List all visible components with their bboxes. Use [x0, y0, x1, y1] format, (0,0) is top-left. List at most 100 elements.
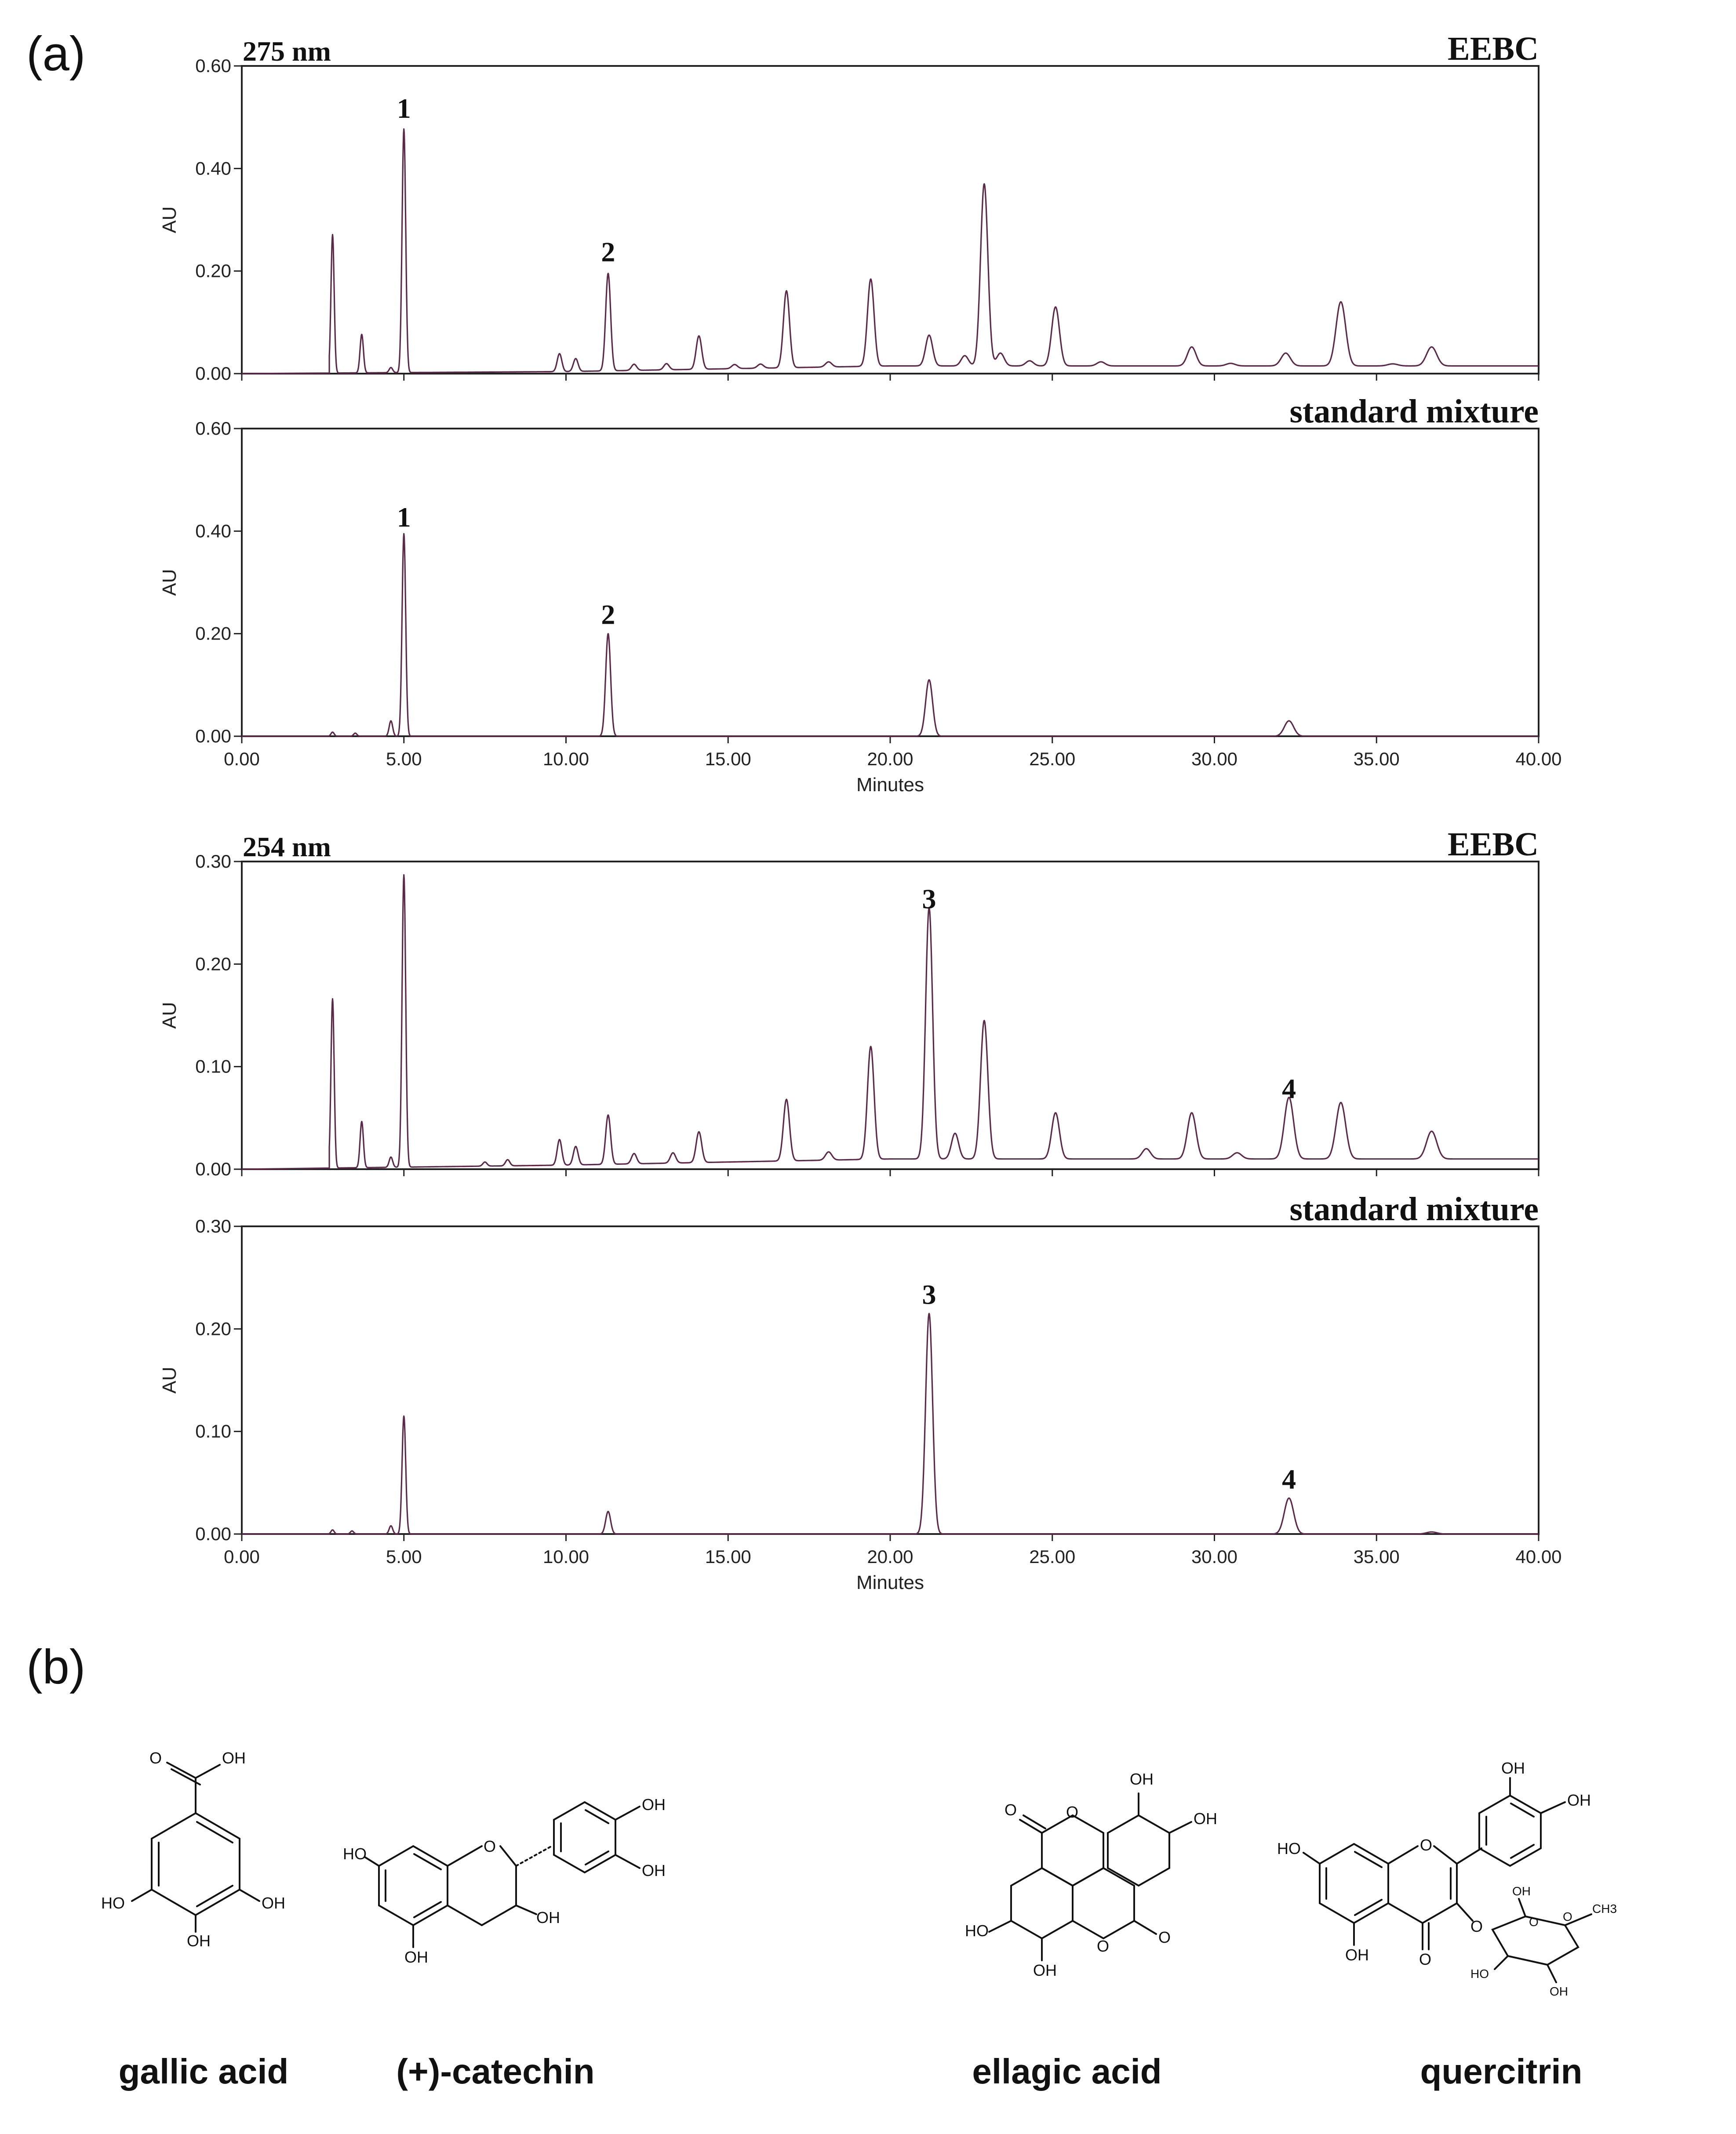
x-tick-label: 40.00 — [1515, 749, 1561, 769]
y-tick-label: 0.10 — [195, 1056, 231, 1077]
chromatogram-trace — [241, 874, 1539, 1170]
x-axis-title: Minutes — [856, 774, 924, 796]
structures: O OH HO OH OH gallic acid — [101, 1749, 1617, 2091]
quercitrin-atom-ch3: CH3 — [1592, 1902, 1617, 1916]
x-tick-label: 0.00 — [224, 1546, 260, 1567]
x-tick-label: 35.00 — [1354, 749, 1400, 769]
gallic-acid-structure: O OH HO OH OH gallic acid — [101, 1749, 288, 2091]
y-tick-label: 0.20 — [195, 1318, 231, 1339]
x-tick-label: 25.00 — [1029, 1546, 1075, 1567]
chromatogram-trace — [242, 533, 1539, 737]
chromatogram-4: 0.00 0.10 0.20 0.30 0.00 5.00 10.00 15.00 20.00 2… — [159, 1191, 1562, 1593]
y-tick-label: 0.00 — [195, 1523, 231, 1544]
chromatogram-3: 0.00 0.10 0.20 0.30 AU 254 nm EEBC 3 4 — [159, 826, 1539, 1179]
x-tick-label: 10.00 — [543, 1546, 589, 1567]
quercitrin-atom-oh-right: OH — [1567, 1791, 1591, 1809]
peak-label-4: 4 — [1282, 1073, 1296, 1104]
gallic-acid-atom-oh-right: OH — [262, 1894, 285, 1912]
quercitrin-atom-oh-bottom: OH — [1345, 1946, 1369, 1964]
compound-name-ellagic-acid: ellagic acid — [972, 2052, 1161, 2091]
x-tick-label: 15.00 — [705, 1546, 751, 1567]
ellagic-acid-structure: OH OH O O O O HO OH ellagic acid — [965, 1770, 1217, 2091]
catechin-atom-ho-left: HO — [343, 1845, 367, 1863]
x-axis-title: Minutes — [856, 1572, 924, 1593]
y-tick-label: 0.40 — [195, 158, 231, 178]
catechin-atom-oh-bottom: OH — [404, 1948, 428, 1966]
compound-name-quercitrin: quercitrin — [1420, 2052, 1583, 2091]
peak-label-3: 3 — [922, 883, 936, 914]
x-tick-label: 15.00 — [705, 749, 751, 769]
chromatogram-trace — [241, 128, 1539, 374]
x-tick-label: 5.00 — [386, 1546, 422, 1567]
ellagic-acid-atom-oh-right: OH — [1194, 1810, 1217, 1828]
ellagic-acid-atom-carbonyl-o-bottom: O — [1158, 1928, 1171, 1946]
catechin-atom-ring-o: O — [484, 1837, 496, 1855]
quercitrin-atom-sugar-ho: HO — [1470, 1967, 1489, 1981]
ellagic-acid-atom-oh-bottom: OH — [1033, 1961, 1057, 1979]
quercitrin-atom-sugar-o: O — [1563, 1910, 1572, 1923]
panel-b-label: (b) — [26, 1640, 85, 1694]
y-axis-title: AU — [159, 206, 180, 233]
y-tick-label: 0.00 — [195, 1159, 231, 1179]
quercitrin-atom-sugar-oh-top: OH — [1512, 1884, 1531, 1898]
y-axis-title: AU — [159, 569, 180, 596]
quercitrin-atom-glycosidic-o: O — [1470, 1917, 1483, 1935]
peak-label-2: 2 — [601, 599, 615, 630]
peak-label-3: 3 — [922, 1279, 936, 1310]
x-tick-label: 35.00 — [1354, 1546, 1400, 1567]
peak-label-1: 1 — [397, 93, 411, 124]
trace-label: EEBC — [1448, 826, 1539, 863]
ellagic-acid-atom-carbonyl-o-top: O — [1004, 1801, 1017, 1819]
y-tick-label: 0.20 — [195, 953, 231, 974]
y-tick-label: 0.30 — [195, 851, 231, 872]
trace-label: EEBC — [1448, 30, 1539, 67]
x-tick-label: 0.00 — [224, 749, 260, 769]
ellagic-acid-atom-ho-left: HO — [965, 1922, 989, 1940]
chromatogram-trace — [242, 1312, 1539, 1535]
compound-name-gallic-acid: gallic acid — [119, 2052, 289, 2091]
quercitrin-atom-oh-top: OH — [1501, 1759, 1525, 1777]
quercitrin-atom-sugar-ring-o: O — [1529, 1915, 1539, 1929]
y-tick-label: 0.40 — [195, 520, 231, 541]
trace-label: standard mixture — [1289, 1191, 1539, 1228]
ellagic-acid-atom-lactone-o-bottom: O — [1097, 1937, 1109, 1955]
x-tick-label: 5.00 — [386, 749, 422, 769]
quercitrin-atom-carbonyl-o: O — [1419, 1950, 1431, 1968]
quercitrin-atom-ho-left: HO — [1277, 1840, 1301, 1858]
x-tick-label: 25.00 — [1029, 749, 1075, 769]
x-tick-label: 10.00 — [543, 749, 589, 769]
catechin-atom-oh-top: OH — [642, 1796, 666, 1814]
peak-label-1: 1 — [397, 502, 411, 533]
wavelength-label: 254 nm — [243, 831, 331, 862]
y-tick-label: 0.20 — [195, 261, 231, 281]
y-tick-label: 0.00 — [195, 726, 231, 746]
chromatogram-1: 0.00 0.20 0.40 0.60 AU 275 nm EEBC 1 2 — [159, 30, 1539, 384]
y-axis-title: AU — [159, 1367, 180, 1393]
y-axis-title: AU — [159, 1002, 180, 1029]
compound-name-catechin: (+)-catechin — [396, 2052, 594, 2091]
chromatogram-2: 0.00 0.20 0.40 0.60 0.00 5.00 10.00 15.00 20.00 2… — [159, 393, 1562, 796]
trace-label: standard mixture — [1289, 393, 1539, 430]
wavelength-label: 275 nm — [243, 36, 331, 67]
gallic-acid-atom-ho-left: HO — [101, 1894, 125, 1912]
peak-label-4: 4 — [1282, 1463, 1296, 1494]
peak-label-2: 2 — [601, 236, 615, 268]
quercitrin-atom-ring-o: O — [1420, 1836, 1432, 1854]
x-tick-label: 40.00 — [1515, 1546, 1561, 1567]
ellagic-acid-atom-oh-top: OH — [1130, 1770, 1154, 1788]
ellagic-acid-atom-lactone-o-top: O — [1066, 1803, 1078, 1821]
y-tick-label: 0.20 — [195, 623, 231, 644]
x-tick-label: 20.00 — [867, 1546, 913, 1567]
gallic-acid-atom-acid-oh: OH — [222, 1749, 246, 1767]
gallic-acid-atom-oh-bottom: OH — [187, 1932, 211, 1950]
panel-a-label: (a) — [26, 27, 85, 81]
y-tick-label: 0.00 — [195, 363, 231, 384]
gallic-acid-atom-carbonyl-o: O — [149, 1749, 162, 1767]
x-tick-label: 30.00 — [1191, 749, 1237, 769]
y-tick-label: 0.30 — [195, 1216, 231, 1236]
x-tick-label: 30.00 — [1191, 1546, 1237, 1567]
y-tick-label: 0.60 — [195, 55, 231, 76]
y-tick-label: 0.10 — [195, 1421, 231, 1442]
